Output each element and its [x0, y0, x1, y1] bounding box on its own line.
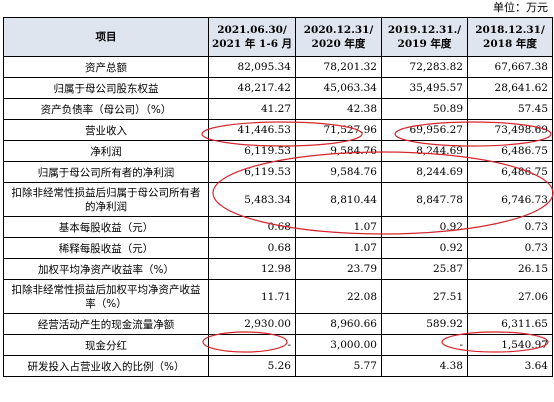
cell-value: 72,283.82	[381, 56, 468, 78]
cell-value: 0.73	[467, 216, 553, 238]
table-row: 资产总额 82,095.34 78,201.32 72,283.82 67,66…	[3, 56, 553, 78]
row-label: 净利润	[3, 140, 209, 162]
table-row: 净利润 6,119.53 9,584.76 8,244.69 6,486.75	[3, 140, 553, 162]
cell-value: 2,930.00	[208, 313, 296, 335]
cell-value: 6,311.65	[467, 313, 553, 335]
cell-value: 41.27	[208, 98, 296, 120]
cell-value: 8,244.69	[381, 140, 468, 162]
cell-value: 11.71	[208, 279, 296, 314]
cell-value: 27.06	[467, 279, 553, 314]
cell-value: 22.08	[295, 279, 382, 314]
header-item: 项目	[3, 17, 209, 57]
header-period: 2019.12.31./2019 年度	[381, 17, 468, 57]
row-label: 研发投入占营业收入的比例（%）	[3, 355, 209, 377]
row-label: 归属于母公司股东权益	[3, 77, 209, 99]
cell-value: 0.92	[381, 216, 468, 238]
table-row: 资产负债率（母公司）（%） 41.27 42.38 50.89 57.45	[3, 98, 553, 120]
cell-value: 589.92	[381, 313, 468, 335]
cell-value: 8,810.44	[295, 182, 382, 217]
table-row: 加权平均净资产收益率（%） 12.98 23.79 25.87 26.15	[3, 258, 553, 280]
cell-value: 6,119.53	[208, 140, 296, 162]
row-label: 营业收入	[3, 119, 209, 141]
table-row: 基本每股收益（元） 0.68 1.07 0.92 0.73	[3, 216, 553, 238]
cell-value: 0.68	[208, 216, 296, 238]
cell-value: 0.68	[208, 237, 296, 259]
cell-value: 26.15	[467, 258, 553, 280]
cell-value: 0.73	[467, 237, 553, 259]
cell-value: 25.87	[381, 258, 468, 280]
cell-value: 1.07	[295, 216, 382, 238]
cell-value: 6,486.75	[467, 161, 553, 183]
header-row: 项目 2021.06.30/2021 年 1-6 月 2020.12.31/20…	[3, 17, 553, 57]
cell-value: 41,446.53	[208, 119, 296, 141]
cell-value: 9,584.76	[295, 161, 382, 183]
header-period: 2018.12.31/2018 年度	[467, 17, 553, 57]
cell-value: 69,956.27	[381, 119, 468, 141]
table-row: 营业收入 41,446.53 71,527.96 69,956.27 73,49…	[3, 119, 553, 141]
cell-value: 57.45	[467, 98, 553, 120]
cell-value: 0.92	[381, 237, 468, 259]
cell-value: 23.79	[295, 258, 382, 280]
cell-value: 1.07	[295, 237, 382, 259]
cell-value: 67,667.38	[467, 56, 553, 78]
cell-value: 42.38	[295, 98, 382, 120]
cell-value: 73,498.69	[467, 119, 553, 141]
cell-value: 8,960.66	[295, 313, 382, 335]
row-label: 扣除非经常性损益后加权平均净资产收益率（%）	[3, 279, 209, 314]
cell-value: 5.77	[295, 355, 382, 377]
table-row: 归属于母公司所有者的净利润 6,119.53 9,584.76 8,244.69…	[3, 161, 553, 183]
header-period: 2020.12.31/2020 年度	[295, 17, 382, 57]
cell-value: 45,063.34	[295, 77, 382, 99]
cell-value: 9,584.76	[295, 140, 382, 162]
cell-value: 4.38	[381, 355, 468, 377]
cell-value: 35,495.57	[381, 77, 468, 99]
cell-value: 3,000.00	[295, 334, 382, 356]
row-label: 基本每股收益（元）	[3, 216, 209, 238]
table-row: 稀释每股收益（元） 0.68 1.07 0.92 0.73	[3, 237, 553, 259]
cell-value: 12.98	[208, 258, 296, 280]
unit-label: 单位：万元	[493, 1, 548, 14]
table-row: 归属于母公司股东权益 48,217.42 45,063.34 35,495.57…	[3, 77, 553, 99]
cell-value: 8,244.69	[381, 161, 468, 183]
cell-value: 3.64	[467, 355, 553, 377]
header-period: 2021.06.30/2021 年 1-6 月	[208, 17, 296, 57]
cell-value: 8,847.78	[381, 182, 468, 217]
table-row: 经营活动产生的现金流量净额 2,930.00 8,960.66 589.92 6…	[3, 313, 553, 335]
cell-value: 50.89	[381, 98, 468, 120]
cell-value: 6,486.75	[467, 140, 553, 162]
cell-value: 28,641.62	[467, 77, 553, 99]
row-label: 现金分红	[3, 334, 209, 356]
row-label: 归属于母公司所有者的净利润	[3, 161, 209, 183]
cell-value: 6,119.53	[208, 161, 296, 183]
row-label: 扣除非经常性损益后归属于母公司所有者的净利润	[3, 182, 209, 217]
cell-value: 27.51	[381, 279, 468, 314]
row-label: 资产负债率（母公司）（%）	[3, 98, 209, 120]
financial-summary-table: 项目 2021.06.30/2021 年 1-6 月 2020.12.31/20…	[3, 17, 553, 377]
cell-value: 6,746.73	[467, 182, 553, 217]
row-label: 经营活动产生的现金流量净额	[3, 313, 209, 335]
table-row: 现金分红 - 3,000.00 - 1,540.97	[3, 334, 553, 356]
row-label: 稀释每股收益（元）	[3, 237, 209, 259]
cell-value: 48,217.42	[208, 77, 296, 99]
cell-value: 82,095.34	[208, 56, 296, 78]
row-label: 资产总额	[3, 56, 209, 78]
cell-value: -	[381, 334, 468, 356]
table-row: 研发投入占营业收入的比例（%） 5.26 5.77 4.38 3.64	[3, 355, 553, 377]
cell-value: 1,540.97	[467, 334, 553, 356]
table-row: 扣除非经常性损益后加权平均净资产收益率（%） 11.71 22.08 27.51…	[3, 279, 553, 314]
cell-value: 5.26	[208, 355, 296, 377]
cell-value: 5,483.34	[208, 182, 296, 217]
cell-value: 71,527.96	[295, 119, 382, 141]
cell-value: 78,201.32	[295, 56, 382, 78]
row-label: 加权平均净资产收益率（%）	[3, 258, 209, 280]
table-row: 扣除非经常性损益后归属于母公司所有者的净利润 5,483.34 8,810.44…	[3, 182, 553, 217]
cell-value: -	[208, 334, 296, 356]
